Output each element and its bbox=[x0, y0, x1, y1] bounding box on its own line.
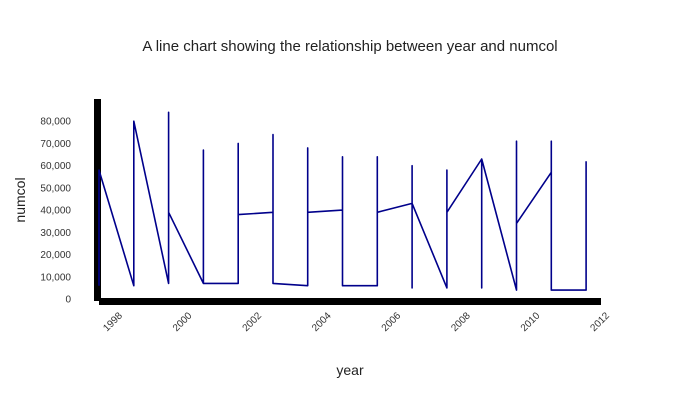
x-tick-label: 2006 bbox=[380, 310, 404, 334]
x-axis-label: year bbox=[336, 362, 364, 378]
y-tick-label: 10,000 bbox=[40, 272, 71, 283]
y-tick-label: 20,000 bbox=[40, 250, 71, 261]
x-axis-line bbox=[99, 298, 601, 305]
y-axis-ticks: 0 10,000 20,000 30,000 40,000 50,000 60,000 70,… bbox=[40, 117, 71, 306]
x-tick-label: 2000 bbox=[171, 310, 195, 334]
x-tick-label: 2008 bbox=[449, 310, 473, 334]
y-tick-label: 40,000 bbox=[40, 206, 71, 217]
x-tick-label: 2010 bbox=[519, 310, 543, 334]
x-axis-ticks: 1998 2000 2002 2004 2006 2008 2010 2012 bbox=[101, 310, 612, 334]
y-axis-line bbox=[94, 99, 101, 301]
x-tick-label: 2004 bbox=[310, 310, 334, 334]
y-tick-label: 50,000 bbox=[40, 183, 71, 194]
y-tick-label: 30,000 bbox=[40, 228, 71, 239]
chart-title: A line chart showing the relationship be… bbox=[142, 38, 557, 55]
x-tick-label: 2012 bbox=[588, 310, 612, 334]
series-line bbox=[98, 111, 587, 291]
x-tick-label: 1998 bbox=[101, 310, 125, 334]
x-tick-label: 2002 bbox=[241, 310, 265, 334]
y-tick-label: 70,000 bbox=[40, 139, 71, 150]
y-tick-label: 60,000 bbox=[40, 161, 71, 172]
y-tick-label: 80,000 bbox=[40, 117, 71, 128]
y-axis-label: numcol bbox=[12, 177, 28, 222]
series-layer bbox=[98, 111, 587, 291]
y-tick-label: 0 bbox=[65, 295, 71, 306]
